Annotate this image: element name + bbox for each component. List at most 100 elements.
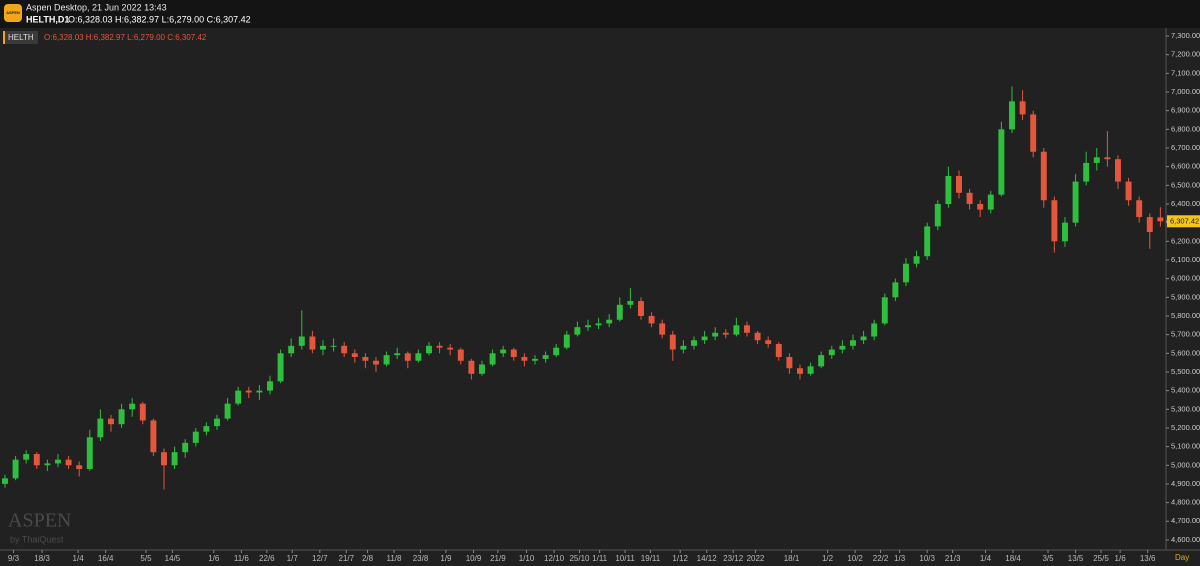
candle-body: [627, 301, 634, 305]
x-tick-label: 1/10: [519, 554, 535, 563]
candle-body: [489, 353, 496, 365]
y-tick-label: 5,500.00: [1171, 367, 1200, 376]
candle-body: [934, 203, 941, 227]
candle-body: [913, 256, 920, 264]
watermark-subtitle: by ThaiQuest: [10, 534, 64, 544]
x-tick-label: 23/8: [413, 554, 429, 563]
candle-body: [139, 403, 146, 421]
overlay-ohlc: O:6,328.03 H:6,382.97 L:6,279.00 C:6,307…: [44, 33, 207, 42]
candle-body: [1030, 114, 1037, 152]
x-tick-label: 21/7: [339, 554, 355, 563]
x-tick-label: 19/11: [641, 554, 661, 563]
candle-body: [807, 366, 814, 374]
candle-body: [404, 353, 411, 361]
x-tick-label: 18/1: [784, 554, 800, 563]
candle-body: [1104, 157, 1111, 160]
last-price-label: 6,307.42: [1170, 216, 1199, 225]
candle-body: [606, 319, 613, 324]
last-price-box: [1167, 215, 1200, 228]
y-tick-label: 6,000.00: [1171, 274, 1200, 283]
candle-body: [97, 418, 104, 438]
candle-body: [330, 345, 337, 347]
candle-body: [775, 343, 782, 358]
candle-body: [277, 353, 284, 382]
candle-body: [161, 452, 167, 466]
candle-body: [12, 459, 19, 479]
candle-body: [765, 340, 772, 344]
candle-body: [659, 323, 666, 335]
candle-body: [945, 175, 952, 204]
candle-body: [828, 349, 835, 356]
period-label: Day: [1175, 553, 1189, 562]
candle-body: [818, 355, 825, 367]
candle-body: [956, 175, 962, 193]
x-tick-label: 1/12: [672, 554, 688, 563]
candle-body: [521, 357, 528, 361]
app-icon-text: ASPEN: [6, 10, 20, 15]
candle-body: [638, 301, 644, 316]
x-tick-label: 9/3: [8, 554, 20, 563]
candle-body: [585, 325, 591, 328]
x-tick-label: 10/3: [919, 554, 935, 563]
y-tick-label: 5,200.00: [1171, 423, 1200, 432]
candle-body: [23, 454, 30, 460]
candle-body: [129, 403, 136, 410]
x-tick-label: 1/4: [73, 554, 85, 563]
candle-body: [33, 454, 40, 466]
y-tick-label: 6,900.00: [1171, 106, 1200, 115]
y-tick-label: 7,100.00: [1171, 68, 1200, 77]
candle-body: [924, 226, 931, 257]
x-tick-label: 2022: [747, 554, 765, 563]
header-bar: [0, 0, 1200, 28]
candle-body: [214, 418, 220, 427]
candle-body: [669, 334, 676, 350]
y-tick-label: 6,200.00: [1171, 236, 1200, 245]
candle-body: [320, 345, 326, 350]
candle-body: [309, 336, 316, 350]
x-tick-label: 1/7: [287, 554, 299, 563]
candle-body: [500, 349, 507, 354]
x-tick-label: 25/5: [1093, 554, 1109, 563]
candle-body: [182, 442, 189, 453]
x-tick-label: 22/6: [259, 554, 275, 563]
candle-body: [256, 390, 263, 393]
candle-body: [394, 353, 401, 356]
candle-body: [553, 347, 560, 356]
candle-body: [55, 459, 61, 464]
candle-body: [373, 360, 379, 365]
plot-area: [2, 86, 1164, 490]
x-tick-label: 10/11: [615, 554, 635, 563]
candle-body: [998, 129, 1005, 195]
candle-body: [298, 336, 305, 346]
y-tick-label: 5,600.00: [1171, 348, 1200, 357]
candle-body: [648, 315, 655, 324]
candle-body: [987, 194, 994, 210]
x-tick-label: 1/9: [440, 554, 452, 563]
x-tick-label: 11/8: [387, 554, 403, 563]
y-tick-label: 6,100.00: [1171, 255, 1200, 264]
x-tick-label: 11/6: [234, 554, 250, 563]
candle-body: [245, 390, 252, 393]
candle-body: [1019, 101, 1026, 115]
candle-body: [1051, 200, 1058, 242]
candle-body: [510, 349, 517, 358]
candle-body: [447, 347, 454, 350]
candle-body: [532, 358, 538, 361]
candle-body: [850, 340, 856, 346]
candle-body: [680, 345, 687, 350]
x-tick-label: 13/6: [1140, 554, 1156, 563]
x-tick-label: 1/2: [822, 554, 834, 563]
ohlc-title: O:6,328.03 H:6,382.97 L:6,279.00 C:6,307…: [68, 14, 251, 24]
candle-body: [595, 323, 602, 326]
candle-body: [65, 459, 72, 466]
x-tick-label: 1/11: [592, 554, 608, 563]
candle-body: [1125, 181, 1132, 201]
candle-body: [362, 357, 369, 361]
chart-background: [0, 28, 1200, 566]
y-tick-label: 5,000.00: [1171, 460, 1200, 469]
app-icon[interactable]: [4, 4, 22, 22]
symbol-badge[interactable]: [3, 31, 38, 44]
y-tick-label: 4,600.00: [1171, 535, 1200, 544]
